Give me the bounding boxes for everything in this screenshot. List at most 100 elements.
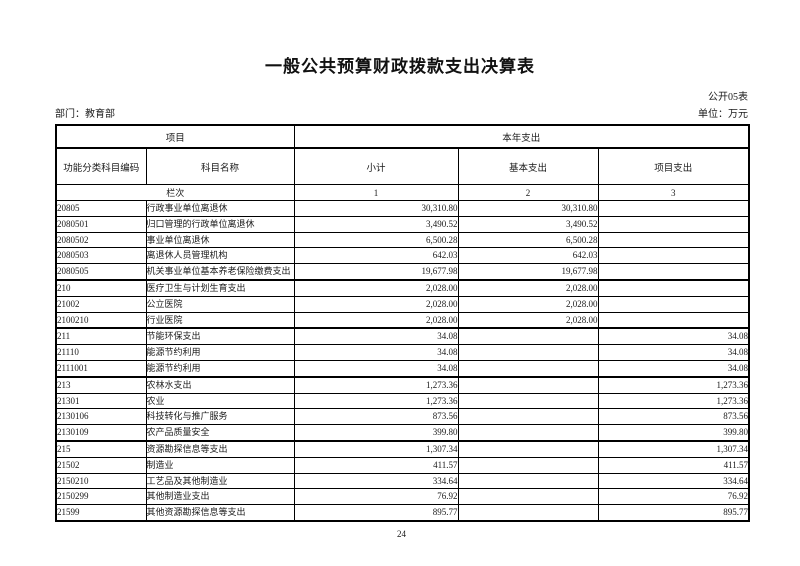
cell-code: 21301 [55, 392, 147, 410]
cell-basic [457, 327, 599, 346]
table-row: 2150299 其他制造业支出 76.92 76.92 [55, 488, 750, 506]
cell-name: 能源节约利用 [145, 344, 295, 361]
table-row: 213 农林水支出 1,273.36 1,273.36 [55, 375, 750, 394]
cell-basic [457, 424, 599, 442]
cell-code: 2100210 [55, 311, 147, 329]
cell-code: 2150210 [55, 472, 147, 490]
budget-table: 项目 本年支出 功能分类科目编码 科目名称 小计 基本支出 项目支出 栏次 1 … [55, 124, 751, 522]
cell-name: 工艺品及其他制造业 [145, 472, 295, 490]
lane-number-2: 2 [457, 184, 599, 201]
cell-basic [457, 472, 599, 490]
cell-subtotal: 34.08 [293, 344, 459, 361]
cell-code: 215 [55, 439, 147, 458]
cell-subtotal: 1,307.34 [293, 439, 459, 458]
cell-project [597, 215, 750, 233]
table-row: 21110 能源节约利用 34.08 34.08 [55, 344, 750, 361]
header-lane-label: 栏次 [55, 184, 295, 201]
table-row: 21002 公立医院 2,028.00 2,028.00 [55, 295, 750, 313]
cell-project: 34.08 [597, 327, 750, 346]
cell-code: 2150299 [55, 488, 147, 506]
table-row: 2150210 工艺品及其他制造业 334.64 334.64 [55, 472, 750, 490]
meta-line: 部门：教育部 单位：万元 [55, 105, 748, 120]
cell-basic [457, 344, 599, 361]
cell-code: 2080503 [55, 247, 147, 265]
cell-name: 行政事业单位离退休 [145, 200, 295, 217]
cell-subtotal: 1,273.36 [293, 375, 459, 394]
cell-subtotal: 895.77 [293, 504, 459, 522]
cell-project [597, 263, 750, 281]
table-row: 21502 制造业 411.57 411.57 [55, 456, 750, 474]
unit-label: 单位：万元 [698, 109, 748, 120]
cell-name: 公立医院 [145, 295, 295, 313]
cell-subtotal: 334.64 [293, 472, 459, 490]
cell-subtotal: 2,028.00 [293, 311, 459, 329]
cell-project: 334.64 [597, 472, 750, 490]
cell-project: 895.77 [597, 504, 750, 522]
cell-code: 211 [55, 327, 147, 346]
header-code: 功能分类科目编码 [55, 147, 147, 185]
cell-code: 2130106 [55, 408, 147, 426]
table-row: 2080503 离退休人员管理机构 642.03 642.03 [55, 247, 750, 265]
table-code-label: 公开05表 [708, 92, 748, 103]
cell-name: 其他制造业支出 [145, 488, 295, 506]
table-row: 2130106 科技转化与推广服务 873.56 873.56 [55, 408, 750, 426]
cell-basic: 2,028.00 [457, 278, 599, 297]
cell-code: 2080505 [55, 263, 147, 281]
cell-project: 1,307.34 [597, 439, 750, 458]
cell-basic: 6,500.28 [457, 231, 599, 249]
cell-name: 能源节约利用 [145, 359, 295, 378]
cell-project [597, 200, 750, 217]
cell-subtotal: 411.57 [293, 456, 459, 474]
cell-basic: 3,490.52 [457, 215, 599, 233]
table-row: 21599 其他资源勘探信息等支出 895.77 895.77 [55, 504, 750, 522]
cell-code: 20805 [55, 200, 147, 217]
cell-project: 76.92 [597, 488, 750, 506]
cell-code: 2130109 [55, 424, 147, 442]
cell-project: 873.56 [597, 408, 750, 426]
header-current-year-group: 本年支出 [293, 124, 750, 149]
table-row: 2080505 机关事业单位基本养老保险缴费支出 19,677.98 19,677.9… [55, 263, 750, 281]
lane-number-1: 1 [293, 184, 459, 201]
cell-name: 资源勘探信息等支出 [145, 439, 295, 458]
header-group-row: 项目 本年支出 [55, 124, 750, 149]
page-number: 24 [397, 528, 406, 539]
table-row: 2080501 归口管理的行政单位离退休 3,490.52 3,490.52 [55, 215, 750, 233]
cell-basic [457, 408, 599, 426]
table-row: 2080502 事业单位离退休 6,500.28 6,500.28 [55, 231, 750, 249]
table-row: 2100210 行业医院 2,028.00 2,028.00 [55, 311, 750, 329]
cell-code: 2080502 [55, 231, 147, 249]
cell-name: 农林水支出 [145, 375, 295, 394]
header-lane-row: 栏次 1 2 3 [55, 184, 750, 201]
lane-number-3: 3 [597, 184, 750, 201]
cell-basic [457, 375, 599, 394]
cell-project [597, 231, 750, 249]
cell-code: 21599 [55, 504, 147, 522]
header-project-group: 项目 [55, 124, 295, 149]
cell-name: 离退休人员管理机构 [145, 247, 295, 265]
table-row: 211 节能环保支出 34.08 34.08 [55, 327, 750, 346]
cell-name: 行业医院 [145, 311, 295, 329]
table-row: 2111001 能源节约利用 34.08 34.08 [55, 359, 750, 378]
cell-subtotal: 1,273.36 [293, 392, 459, 410]
cell-project: 34.08 [597, 344, 750, 361]
cell-basic: 642.03 [457, 247, 599, 265]
cell-name: 农业 [145, 392, 295, 410]
cell-project [597, 247, 750, 265]
cell-name: 科技转化与推广服务 [145, 408, 295, 426]
cell-code: 210 [55, 278, 147, 297]
cell-name: 其他资源勘探信息等支出 [145, 504, 295, 522]
cell-project: 399.80 [597, 424, 750, 442]
cell-code: 213 [55, 375, 147, 394]
cell-project: 1,273.36 [597, 392, 750, 410]
cell-project [597, 278, 750, 297]
cell-code: 21502 [55, 456, 147, 474]
cell-name: 农产品质量安全 [145, 424, 295, 442]
cell-code: 2111001 [55, 359, 147, 378]
cell-name: 节能环保支出 [145, 327, 295, 346]
cell-basic [457, 488, 599, 506]
table-body: 20805 行政事业单位离退休 30,310.80 30,310.80 2080501 归… [55, 200, 750, 522]
content-area: 公开05表 部门：教育部 单位：万元 项目 本年支出 功能分类科目编码 科目 [55, 88, 751, 539]
cell-project: 411.57 [597, 456, 750, 474]
cell-code: 21002 [55, 295, 147, 313]
table-row: 20805 行政事业单位离退休 30,310.80 30,310.80 [55, 200, 750, 217]
